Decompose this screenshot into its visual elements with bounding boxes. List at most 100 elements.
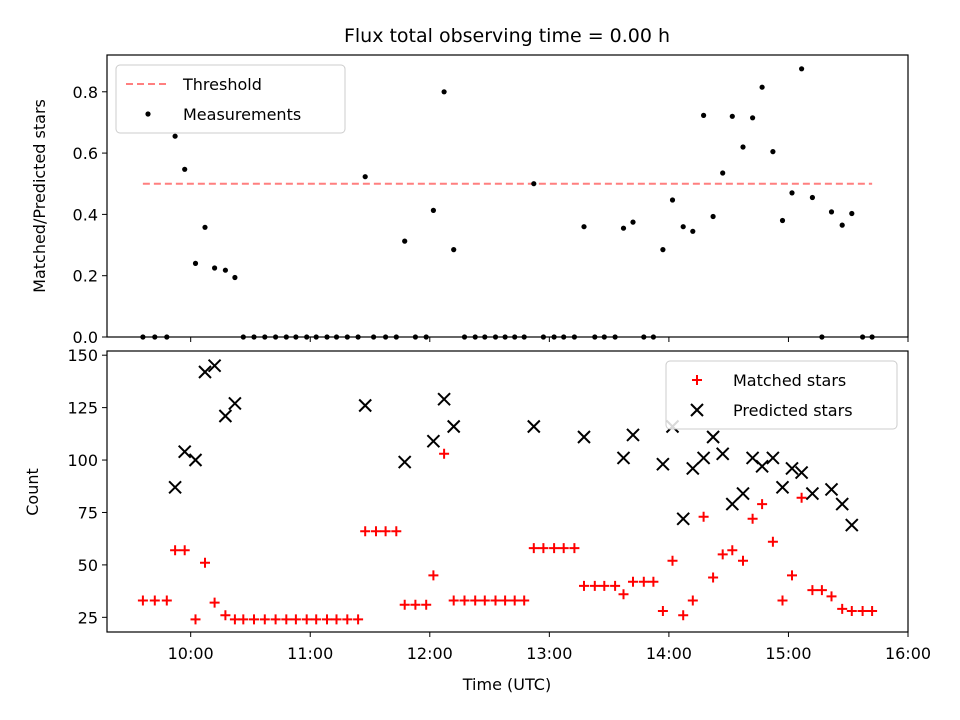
measurement-point-39 [531,181,537,187]
matched-star-point-53 [667,555,678,566]
bottom-panel: 25 50 75 100 125 150 10:00 11:00 12:00 13:00 14:0… [23,346,931,694]
x-tick-label-5: 15:00 [765,644,811,663]
matched-star-point-17 [311,614,322,625]
matched-star-point-59 [727,545,738,556]
predicted-star-point-34 [845,518,859,532]
bottom-y-tick-label-4: 125 [67,399,98,418]
matched-star-point-61 [747,513,758,524]
measurement-point-65 [789,190,795,196]
x-tick-label-2: 12:00 [407,644,453,663]
matched-star-point-67 [807,585,818,596]
x-axis-label: Time (UTC) [462,675,551,694]
matched-star-point-55 [687,595,698,606]
predicted-star-point-19 [686,461,700,476]
predicted-star-point-13 [577,430,591,444]
matched-star-point-13 [270,614,281,625]
predicted-star-point-32 [824,482,839,497]
matched-star-point-11 [249,614,259,625]
matched-star-point-28 [421,599,432,610]
matched-star-point-5 [190,614,201,625]
predicted-star-point-10 [437,392,451,406]
predicted-star-point-29 [785,461,799,476]
matched-star-point-15 [290,614,301,625]
matched-star-point-52 [657,606,668,616]
matched-star-point-38 [519,595,530,606]
matched-star-point-18 [322,614,332,625]
matched-star-point-23 [371,526,381,537]
matched-star-point-47 [610,580,621,591]
matched-star-point-45 [589,580,600,591]
predicted-star-point-8 [397,455,412,469]
matched-star-point-36 [500,595,511,606]
matched-star-point-50 [638,576,649,587]
matched-star-point-54 [678,610,689,621]
predicted-star-point-27 [766,451,780,465]
matched-star-point-64 [777,595,788,606]
measurement-point-58 [720,170,726,176]
predicted-star-point-33 [835,497,849,511]
measurement-point-69 [828,209,835,215]
measurement-point-26 [402,238,408,244]
measurement-point-53 [669,197,676,203]
predicted-star-point-9 [426,434,441,448]
predicted-star-point-4 [207,358,222,373]
legend-measurements-swatch [145,111,151,117]
legend-threshold-label: Threshold [182,75,262,94]
measurement-point-61 [750,115,756,121]
matched-star-point-4 [179,545,190,556]
predicted-star-point-24 [736,486,750,501]
measurement-point-5 [192,260,199,266]
predicted-star-point-31 [805,486,820,501]
matched-star-point-43 [569,543,580,554]
matched-star-point-41 [549,543,560,554]
matched-star-point-73 [867,606,878,616]
top-x-ticks [190,337,909,342]
matched-star-point-42 [558,543,569,554]
matched-star-point-10 [238,614,249,625]
predicted-star-point-28 [775,480,790,495]
top-y-tick-label-1: 0.2 [73,267,98,286]
matched-star-point-26 [399,599,410,610]
measurement-point-56 [701,112,707,118]
matched-star-point-58 [717,549,728,560]
predicted-star-point-12 [527,419,541,434]
top-plot-marks [140,66,875,340]
matched-star-point-48 [618,589,629,600]
top-y-ticks: 0.0 0.2 0.4 0.6 0.8 [73,83,107,347]
matched-star-point-3 [170,545,181,556]
matched-star-point-16 [301,614,312,625]
x-tick-label-4: 14:00 [646,644,692,663]
predicted-star-point-22 [715,447,730,461]
measurement-point-7 [212,265,218,271]
matched-star-point-6 [200,557,210,568]
top-y-axis-label: Matched/Predicted stars [30,99,49,293]
matched-star-point-37 [509,595,520,606]
bottom-x-ticks: 10:00 11:00 12:00 13:00 14:00 15:00 16:00 [168,632,931,663]
top-y-tick-label-3: 0.6 [73,144,98,163]
bottom-y-tick-label-5: 150 [67,346,98,365]
x-tick-label-0: 10:00 [168,644,214,663]
matched-star-point-51 [648,576,659,587]
bottom-y-axis-label: Count [23,468,42,516]
matched-star-point-22 [360,526,371,537]
matched-star-point-24 [380,526,391,537]
matched-star-point-69 [826,591,837,602]
predicted-star-point-1 [177,444,192,459]
predicted-star-point-18 [676,512,690,526]
matched-star-point-25 [391,526,402,537]
matched-star-point-57 [708,572,719,583]
matched-star-point-44 [579,580,589,591]
bottom-plot-frame [106,350,909,633]
measurement-point-3 [172,133,178,139]
matched-star-point-63 [767,536,778,547]
bottom-plot-marks [137,358,878,625]
matched-star-point-14 [281,614,292,625]
measurement-point-54 [680,224,686,230]
matched-star-point-12 [259,614,270,625]
matched-star-point-1 [149,595,160,606]
measurement-point-9 [232,274,238,281]
top-y-tick-label-2: 0.4 [73,205,98,224]
predicted-star-point-30 [794,465,809,480]
matched-star-point-30 [439,448,450,459]
matched-star-point-39 [528,543,539,554]
